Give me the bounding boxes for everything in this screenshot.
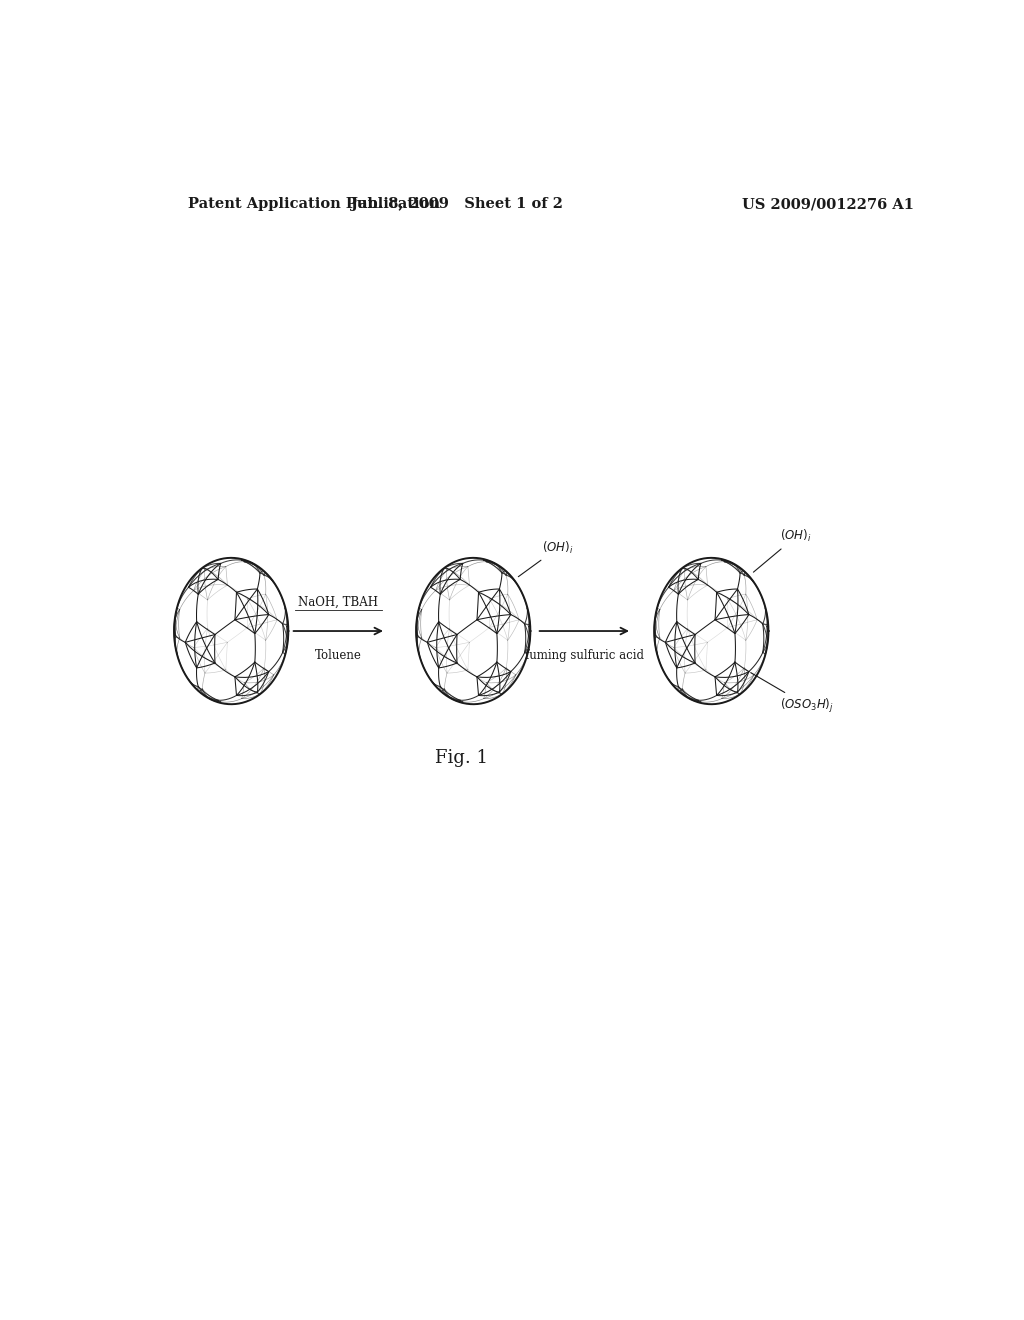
- Text: Jan. 8, 2009   Sheet 1 of 2: Jan. 8, 2009 Sheet 1 of 2: [351, 197, 563, 211]
- Text: NaOH, TBAH: NaOH, TBAH: [298, 595, 378, 609]
- Text: Fig. 1: Fig. 1: [435, 748, 487, 767]
- Text: $(OSO_3H)_j$: $(OSO_3H)_j$: [751, 673, 835, 714]
- Text: Patent Application Publication: Patent Application Publication: [187, 197, 439, 211]
- Text: Toluene: Toluene: [314, 649, 361, 663]
- Text: $(OH)_i$: $(OH)_i$: [518, 540, 573, 577]
- Text: US 2009/0012276 A1: US 2009/0012276 A1: [741, 197, 913, 211]
- Text: fuming sulfuric acid: fuming sulfuric acid: [525, 649, 644, 663]
- Text: $(OH)_i$: $(OH)_i$: [754, 528, 812, 572]
